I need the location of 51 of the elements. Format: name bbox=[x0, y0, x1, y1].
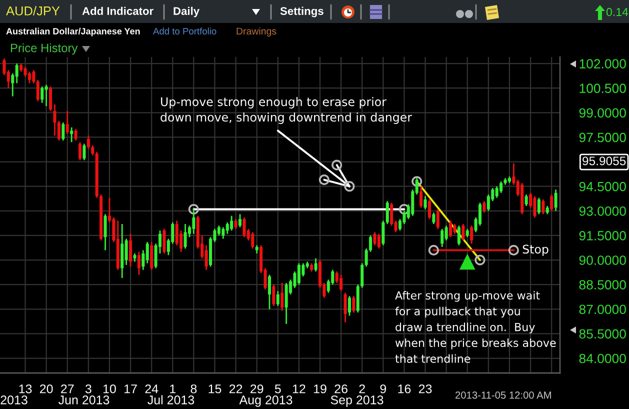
text: Add Indicator bbox=[82, 6, 154, 15]
text: Drawings bbox=[236, 27, 276, 37]
chart-title: AUD/JPY bbox=[6, 6, 60, 16]
y-tick-label: 99.0000 bbox=[579, 108, 626, 118]
x-tick-label: 5 bbox=[274, 384, 281, 394]
text: Aug 2013 bbox=[239, 396, 292, 407]
series-label: Stop bbox=[522, 244, 548, 256]
x-tick-label: 9 bbox=[380, 384, 386, 394]
y-tick-label: 94.5000 bbox=[579, 182, 626, 192]
text: Jul 2013 bbox=[148, 395, 194, 404]
text: Add to Portfolio bbox=[153, 28, 216, 34]
x-tick-label: 1 bbox=[170, 384, 176, 394]
y-tick-label: 102.000 bbox=[580, 59, 626, 68]
text: 2013-11-05 12:00 AM bbox=[456, 392, 551, 399]
text: 2013 bbox=[0, 396, 28, 404]
y-tick-label: 88.5000 bbox=[579, 280, 626, 290]
x-tick-label: 2 bbox=[359, 384, 365, 394]
x-tick-label: 12 bbox=[292, 384, 306, 394]
x-tick-label: 10 bbox=[103, 384, 116, 394]
text: Jun 2013 bbox=[58, 396, 110, 404]
y-tick-label: 91.5000 bbox=[579, 231, 626, 240]
x-tick-label: 29 bbox=[250, 384, 264, 394]
x-tick-label: 24 bbox=[145, 384, 158, 394]
text: 95.9055 bbox=[582, 156, 626, 166]
y-tick-label: 87.0000 bbox=[579, 304, 626, 314]
x-tick-label: 27 bbox=[61, 384, 74, 394]
text: Settings bbox=[280, 6, 324, 18]
text: Sep 2013 bbox=[330, 396, 384, 407]
text: Price History bbox=[10, 43, 78, 55]
x-tick-label: 26 bbox=[334, 384, 348, 394]
annotation: Up-move strong enough to erase prior down move, showing downtrend in danger bbox=[160, 97, 412, 124]
x-tick-label: 16 bbox=[398, 384, 411, 394]
y-tick-label: 84.0000 bbox=[579, 354, 626, 364]
x-tick-label: 20 bbox=[40, 384, 53, 394]
x-tick-label: 13 bbox=[19, 384, 32, 394]
x-tick-label: 17 bbox=[124, 384, 137, 394]
chart-subtitle: Australian Dollar/Japanese Yen bbox=[6, 28, 140, 36]
x-tick-label: 3 bbox=[85, 384, 92, 394]
x-tick-label: 19 bbox=[314, 384, 326, 394]
x-tick-label: 23 bbox=[418, 384, 432, 394]
y-tick-label: 85.5000 bbox=[579, 329, 626, 339]
x-tick-label: 22 bbox=[229, 384, 242, 394]
text: 0.14 bbox=[606, 8, 628, 16]
y-tick-label: 100.500 bbox=[580, 84, 626, 94]
x-tick-label: 15 bbox=[208, 384, 222, 394]
annotation: After strong up-move wait for a pullback that you draw a trendline on. Buy when the price breaks above that trendline bbox=[395, 290, 556, 363]
text: Daily bbox=[174, 6, 200, 18]
x-tick-label: 8 bbox=[190, 384, 197, 394]
y-tick-label: 97.5000 bbox=[579, 132, 626, 142]
y-tick-label: 93.0000 bbox=[579, 206, 626, 216]
y-tick-label: 90.0000 bbox=[579, 256, 626, 265]
